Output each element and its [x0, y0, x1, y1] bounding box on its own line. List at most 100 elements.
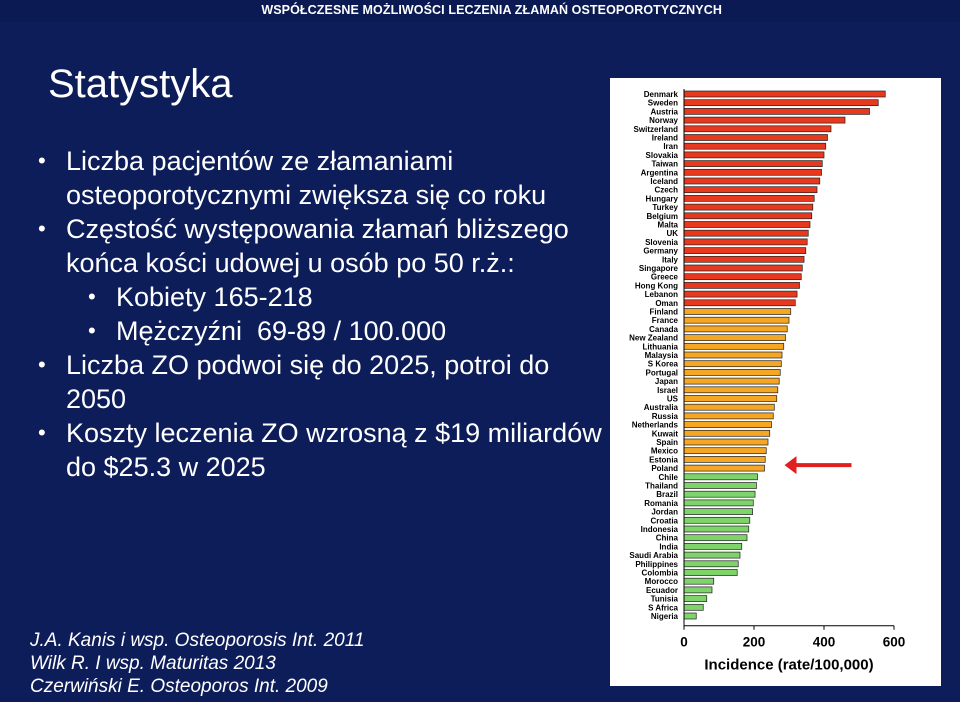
- country-label: Saudi Arabia: [629, 551, 678, 560]
- bar-spain: [683, 438, 769, 446]
- country-label: Canada: [649, 325, 678, 334]
- country-label: France: [652, 316, 679, 325]
- bar-belgium: [683, 212, 813, 220]
- country-label: Oman: [655, 299, 678, 308]
- bar-iceland: [683, 177, 821, 185]
- country-label: Lithuania: [642, 342, 678, 351]
- country-label: Japan: [655, 377, 678, 386]
- bar-france: [683, 316, 790, 324]
- bullet-item: Częstość występowania złamań bliższego k…: [36, 212, 616, 280]
- bar-norway: [683, 116, 846, 124]
- country-label: Hungary: [646, 194, 679, 203]
- bar-sweden: [683, 99, 879, 107]
- bullet-item: Koszty leczenia ZO wzrosną z $19 miliard…: [36, 416, 616, 484]
- bar-estonia: [683, 456, 766, 463]
- bar-taiwan: [683, 160, 823, 167]
- bar-hong-kong: [683, 282, 800, 289]
- x-tick-label: 600: [883, 635, 906, 650]
- country-label: Slovakia: [646, 151, 679, 160]
- country-label: Poland: [651, 464, 678, 473]
- country-label: Australia: [644, 403, 679, 412]
- bar-new-zealand: [683, 334, 786, 341]
- bar-japan: [683, 377, 780, 385]
- sub-bullet-item: Kobiety 165-218: [36, 280, 616, 314]
- bullet-list: Liczba pacjentów ze złamaniami osteoporo…: [36, 144, 616, 484]
- reference-item: Wilk R. I wsp. Maturitas 2013: [30, 653, 276, 674]
- country-label: Chile: [658, 473, 678, 482]
- country-label: US: [667, 395, 679, 404]
- bar-malta: [683, 221, 811, 228]
- country-label: Morocco: [645, 577, 678, 586]
- country-label: Slovenia: [645, 238, 678, 247]
- country-label: Belgium: [646, 212, 678, 221]
- bar-argentina: [683, 168, 822, 176]
- country-label: UK: [666, 229, 678, 238]
- bar-italy: [683, 255, 805, 263]
- country-label: Norway: [649, 116, 678, 125]
- bar-czech: [683, 186, 818, 194]
- country-label: Nigeria: [651, 612, 679, 621]
- header-bar: WSPÓŁCZESNE MOŻLIWOŚCI LECZENIA ZŁAMAŃ O…: [0, 0, 960, 22]
- bar-indonesia: [683, 525, 750, 533]
- bar-malaysia: [683, 351, 783, 359]
- bar-austria: [683, 108, 870, 115]
- bar-slovakia: [683, 151, 825, 159]
- bar-turkey: [683, 203, 814, 211]
- bar-s-korea: [683, 360, 782, 368]
- country-label: Iran: [663, 142, 678, 151]
- bar-romania: [683, 499, 754, 507]
- bar-lithuania: [683, 342, 785, 350]
- country-label: Portugal: [646, 368, 678, 377]
- country-label: Argentina: [641, 168, 679, 177]
- country-label: Iceland: [650, 177, 678, 186]
- bar-china: [683, 534, 748, 542]
- bar-israel: [683, 386, 779, 394]
- chart-panel: Denmark Sweden Austria Norway Switzerland Ire…: [610, 78, 941, 686]
- country-label: Turkey: [652, 203, 678, 212]
- country-label: Austria: [650, 107, 678, 116]
- bar-greece: [683, 273, 802, 281]
- bar-tunisia: [683, 595, 708, 602]
- country-label: Spain: [656, 438, 678, 447]
- bar-us: [683, 395, 778, 402]
- x-tick-label: 400: [813, 635, 836, 650]
- slide-title: Statystyka: [48, 62, 233, 106]
- x-axis-label: Incidence (rate/100,000): [704, 657, 873, 674]
- bar-uk: [683, 229, 809, 237]
- bar-kuwait: [683, 429, 771, 437]
- country-label: New Zealand: [629, 334, 678, 343]
- references: J.A. Kanis i wsp. Osteoporosis Int. 2011…: [30, 629, 364, 698]
- country-label: Finland: [650, 308, 679, 317]
- country-label: Romania: [644, 499, 678, 508]
- highlight-arrow-icon: [784, 456, 797, 475]
- bullet-item: Liczba pacjentów ze złamaniami osteoporo…: [36, 144, 616, 212]
- header-title: WSPÓŁCZESNE MOŻLIWOŚCI LECZENIA ZŁAMAŃ O…: [261, 3, 722, 17]
- country-label: S Africa: [648, 603, 678, 612]
- country-label: Philippines: [635, 560, 678, 569]
- country-label: Czech: [654, 186, 678, 195]
- country-label: Indonesia: [641, 525, 679, 534]
- reference-item: Czerwiński E. Osteoporos Int. 2009: [30, 676, 328, 697]
- country-label: Malta: [658, 221, 679, 230]
- bar-s-africa: [683, 603, 704, 611]
- reference-item: J.A. Kanis i wsp. Osteoporosis Int. 2011: [30, 630, 365, 651]
- country-label: Germany: [643, 247, 678, 256]
- country-label: Israel: [657, 386, 678, 395]
- incidence-bar-chart: DenmarkSwedenAustriaNorwaySwitzerlandIre…: [629, 89, 906, 674]
- bar-ecuador: [683, 586, 713, 594]
- country-label: China: [656, 534, 679, 543]
- country-label: Croatia: [650, 516, 678, 525]
- country-label: Tunisia: [651, 595, 679, 604]
- bar-lebanon: [683, 290, 798, 298]
- bar-morocco: [683, 577, 715, 585]
- bar-mexico: [683, 447, 767, 455]
- bar-russia: [683, 412, 774, 420]
- country-label: Jordan: [651, 508, 678, 517]
- x-tick-label: 200: [743, 635, 766, 650]
- bar-hungary: [683, 195, 815, 202]
- bar-iran: [683, 142, 827, 150]
- country-label: Malaysia: [645, 351, 679, 360]
- bar-chile: [683, 473, 758, 481]
- x-tick-label: 0: [680, 635, 688, 650]
- country-label: Thailand: [645, 482, 678, 491]
